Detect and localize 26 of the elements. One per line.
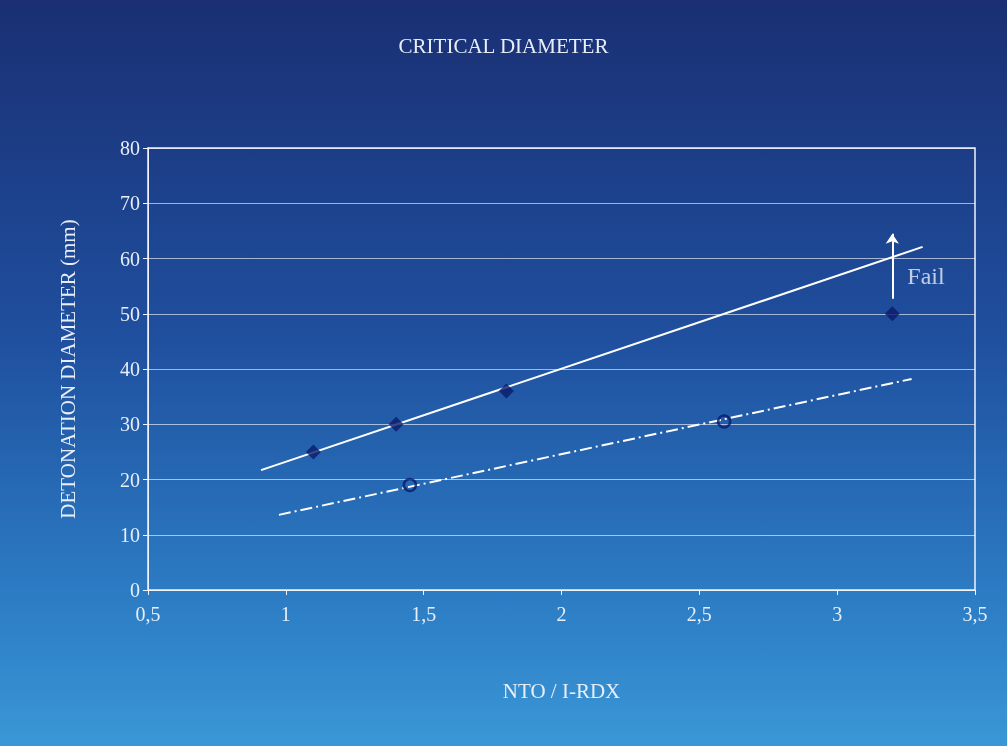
chart-title: CRITICAL DIAMETER: [398, 33, 609, 58]
y-tick-label: 70: [120, 192, 140, 215]
y-tick-label: 60: [120, 247, 140, 270]
y-axis-title: DETONATION DIAMETER (mm): [55, 219, 80, 519]
y-tick-label: 30: [120, 413, 140, 436]
y-tick-label: 40: [120, 358, 140, 380]
y-tick-label: 10: [120, 523, 140, 546]
annotation: Fail: [907, 262, 945, 289]
x-tick-label: 3: [832, 603, 843, 625]
x-tick-label: 0,5: [135, 603, 161, 625]
point: [388, 416, 404, 432]
x-tick-label: 1,5: [411, 603, 437, 625]
x-tick-label: 1: [280, 603, 291, 625]
point: [498, 383, 514, 399]
point: [402, 477, 418, 493]
x-tick-label: 2,5: [686, 603, 712, 625]
x-tick-label: 3,5: [962, 603, 988, 625]
y-tick-label: 20: [120, 468, 140, 491]
y-tick-label: 0: [130, 579, 140, 601]
x-tick-label: 2: [556, 603, 567, 625]
x-axis-title: NTO / I-RDX: [502, 678, 621, 703]
y-tick-label: 50: [120, 302, 140, 325]
point: [305, 444, 321, 460]
y-tick-label: 80: [120, 137, 140, 159]
point: [716, 414, 732, 429]
point: [884, 306, 900, 322]
